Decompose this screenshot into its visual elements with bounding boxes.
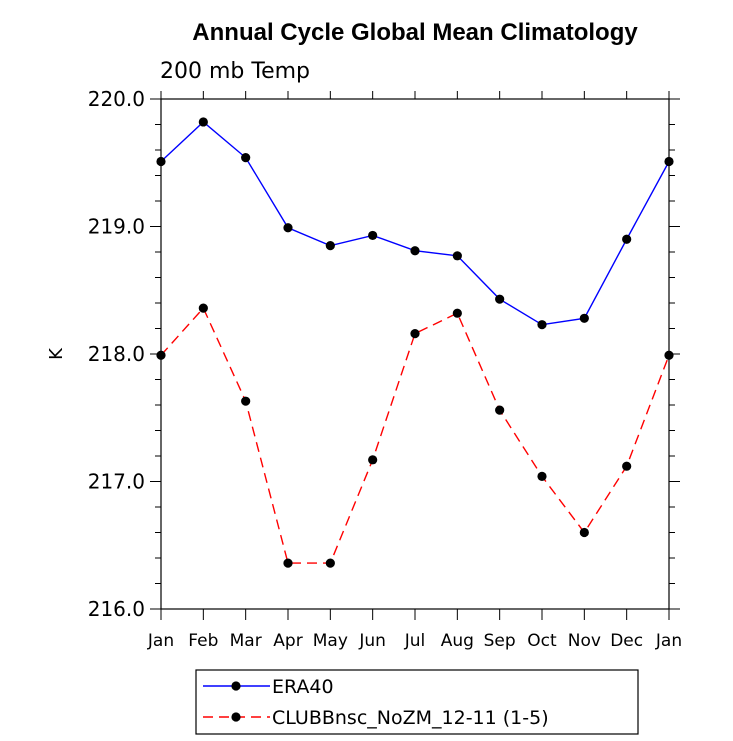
data-point [241,153,251,163]
data-point [664,156,674,167]
data-point [156,350,166,360]
data-point [495,294,505,304]
data-point [622,461,632,471]
data-point [156,156,166,167]
data-point [325,558,335,568]
data-point [537,320,547,330]
series-line [160,306,670,564]
data-point [283,558,293,568]
data-point [410,329,420,339]
data-point [579,527,589,538]
x-tick-label: Oct [527,631,557,651]
chart-title: Annual Cycle Global Mean Climatology [192,19,638,46]
data-point [410,246,420,256]
series-1 [156,117,674,330]
axes: 216.0 217.0 218.0 219.0 220.0 Jan Feb Mar Apr May… [88,87,682,651]
data-point [241,396,251,406]
data-point [452,251,462,261]
series-layer [156,117,674,568]
x-tick-label: Jun [358,631,386,651]
x-tick-label: Jul [404,631,426,651]
data-point [579,313,589,323]
data-point [368,230,378,241]
legend-marker [231,681,241,691]
chart-subtitle: 200 mb Temp [160,59,310,84]
y-tick-label: 216.0 [88,597,145,621]
series-line [160,121,670,326]
y-tick-label: 220.0 [88,87,145,111]
legend-label: CLUBBnsc_NoZM_12-11 (1-5) [272,707,549,729]
data-point [452,308,462,318]
y-tick-label: 217.0 [88,470,145,494]
data-point [368,455,378,465]
legend-box [195,669,639,735]
plot-frame [160,98,670,610]
data-point [622,234,632,244]
x-tick-label: Mar [230,631,262,651]
y-tick-label: 218.0 [88,342,145,366]
legend: ERA40 CLUBBnsc_NoZM_12-11 (1-5) [195,669,639,735]
x-tick-label: Feb [188,631,218,651]
data-point [198,303,208,313]
x-tick-label: Nov [568,631,601,651]
data-point [495,405,505,415]
legend-label: ERA40 [272,676,334,698]
data-point [664,350,674,360]
x-tick-label: Jan [147,631,174,651]
x-tick-label: Apr [273,631,302,651]
data-point [537,471,547,481]
x-tick-label: Sep [484,631,516,651]
data-point [325,241,335,251]
x-tick-label: Dec [610,631,643,651]
x-tick-label: Aug [441,631,474,651]
y-tick-label: 219.0 [88,215,145,239]
x-tick-label: Jan [655,631,682,651]
series-2 [156,303,674,568]
y-axis-label: K [46,347,67,360]
data-point [283,223,293,233]
data-point [198,117,208,127]
x-tick-label: May [313,631,348,651]
legend-marker [231,712,241,722]
